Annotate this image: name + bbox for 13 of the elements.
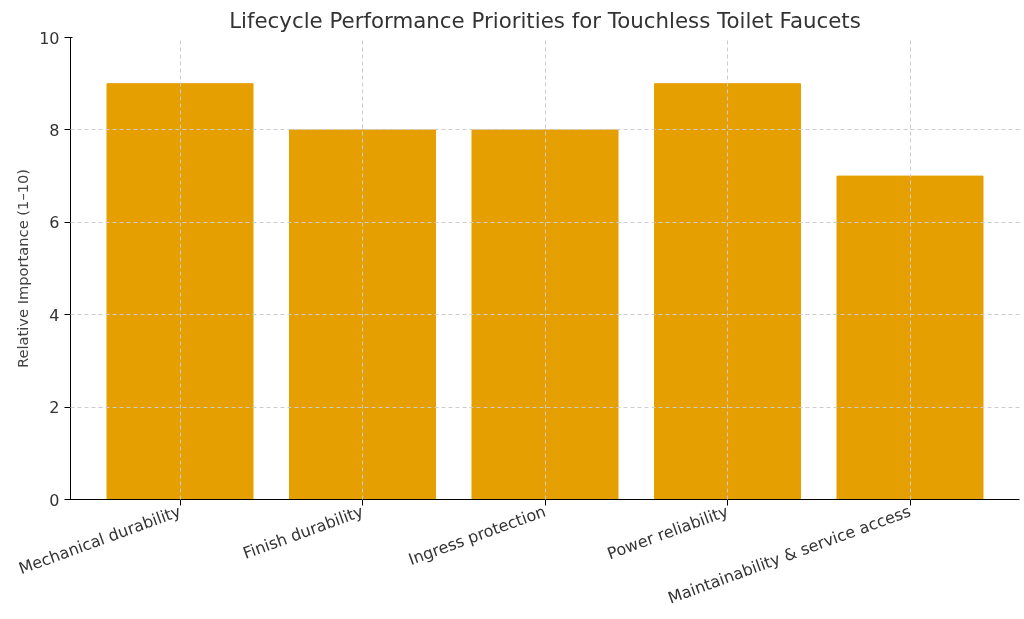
y-tick-label: 10 xyxy=(39,28,60,48)
bar xyxy=(836,175,984,500)
chart-title: Lifecycle Performance Priorities for Touchless Toilet Faucets xyxy=(229,7,861,33)
y-tick-label: 0 xyxy=(49,490,60,510)
y-tick-label: 2 xyxy=(49,398,60,418)
y-axis-title: Relative Importance (1–10) xyxy=(14,168,32,369)
y-tick-label: 6 xyxy=(49,213,60,233)
y-tick-label: 8 xyxy=(49,120,60,140)
bar xyxy=(471,129,619,500)
y-tick-label: 4 xyxy=(49,305,60,325)
bar xyxy=(654,83,801,500)
bar xyxy=(289,129,436,500)
bar xyxy=(106,83,254,500)
